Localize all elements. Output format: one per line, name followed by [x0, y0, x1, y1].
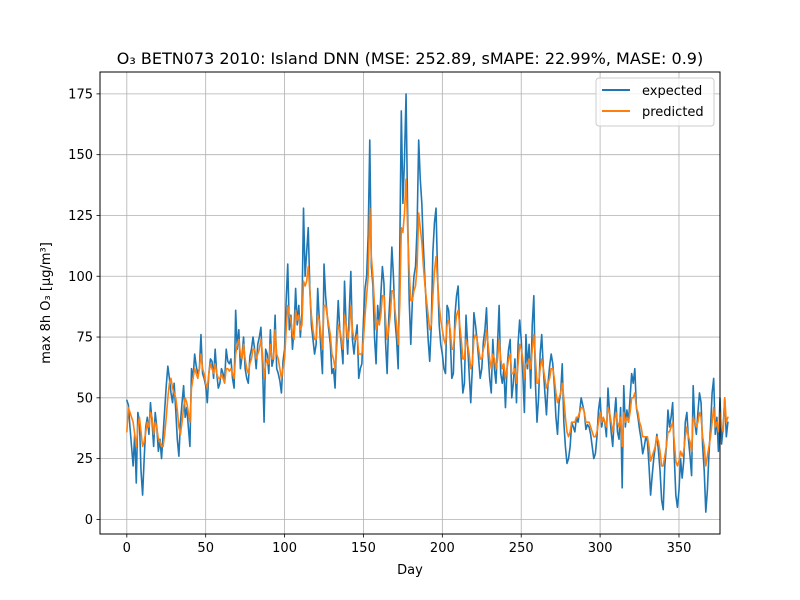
series-layer	[126, 93, 729, 513]
chart-title: O₃ BETN073 2010: Island DNN (MSE: 252.89…	[117, 49, 703, 68]
x-tick-label: 250	[509, 541, 534, 556]
y-tick-label: 150	[68, 148, 93, 163]
y-tick-label: 100	[68, 270, 93, 285]
x-axis-label: Day	[397, 563, 423, 578]
series-line-predicted	[126, 178, 729, 467]
x-axis: 0 50 100 150 200 250 300 350	[123, 534, 692, 556]
legend: expected predicted	[595, 77, 715, 127]
y-tick-label: 0	[85, 513, 93, 528]
y-axis-label: max 8h O₃ [μg/m³]	[39, 242, 54, 364]
series-line-expected	[126, 93, 729, 513]
x-tick-label: 300	[588, 541, 613, 556]
y-axis: 0 25 50 75 100 125 150 175	[68, 87, 100, 528]
x-tick-label: 100	[272, 541, 297, 556]
y-tick-label: 75	[76, 331, 93, 346]
x-tick-label: 150	[351, 541, 376, 556]
y-tick-label: 50	[76, 391, 93, 406]
y-tick-label: 125	[68, 209, 93, 224]
y-tick-label: 175	[68, 87, 93, 102]
plot-frame	[99, 71, 721, 535]
x-tick-label: 200	[430, 541, 455, 556]
x-tick-label: 50	[197, 541, 214, 556]
x-tick-label: 350	[667, 541, 692, 556]
legend-label-predicted: predicted	[642, 105, 704, 120]
y-tick-label: 25	[76, 452, 93, 467]
legend-label-expected: expected	[642, 84, 702, 99]
x-tick-label: 0	[123, 541, 131, 556]
